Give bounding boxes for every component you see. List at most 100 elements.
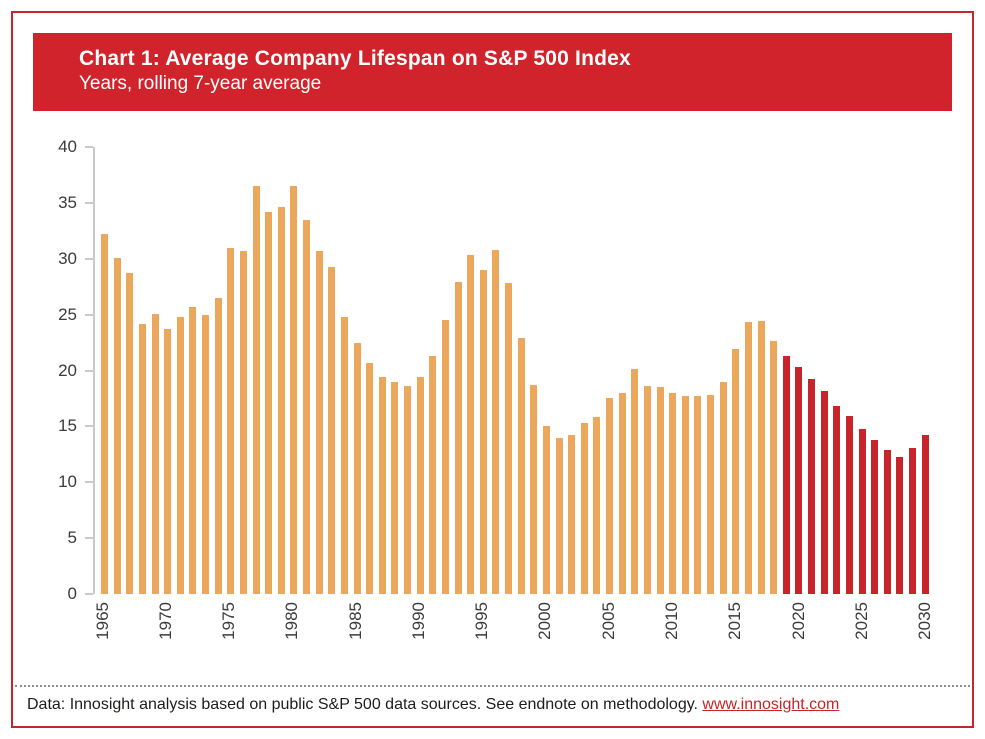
x-slot-1971 [175,598,182,674]
x-slot-2000: 2000 [535,598,554,674]
x-slot-1965: 1965 [93,598,112,674]
y-tick-label-0: 0 [67,584,77,603]
x-slot-1985: 1985 [346,598,365,674]
bar-2028 [896,456,904,594]
x-slot-2010: 2010 [662,598,681,674]
bar-2024 [845,416,853,594]
bar-2000 [542,426,550,594]
bar-2021 [808,379,815,594]
x-tick-label-1995: 1995 [472,602,492,640]
y-tick-label-40: 40 [58,137,77,156]
x-axis: 1965 1970 1975 1980 1985 1990 1995 2000 2005 2010… [93,598,935,674]
x-slot-2005: 2005 [599,598,618,674]
x-slot-2015: 2015 [725,598,744,674]
bar-2016 [744,322,752,594]
y-tick-mark [85,593,93,595]
bar-2004 [593,417,601,594]
bar-1966 [113,257,121,594]
x-tick-label-1965: 1965 [92,602,112,640]
bar-2029 [909,447,916,594]
x-tick-label-2015: 2015 [725,602,745,640]
bar-1980 [290,186,298,594]
page-border-frame: Chart 1: Average Company Lifespan on S&P… [11,11,974,728]
x-tick-label-1970: 1970 [155,602,175,640]
x-slot-1970: 1970 [156,598,175,674]
innosight-link[interactable]: www.innosight.com [702,696,840,713]
bar-2015 [732,349,740,594]
bar-2006 [618,392,626,594]
x-slot-1982 [314,598,321,674]
x-slot-2026 [871,598,878,674]
x-slot-1980: 1980 [282,598,301,674]
x-slot-1973 [200,598,207,674]
y-axis: 0 5 10 15 20 25 30 35 40 [35,137,93,603]
x-slot-2011 [681,598,688,674]
x-slot-2025: 2025 [852,598,871,674]
plot-column: 1965 1970 1975 1980 1985 1990 1995 2000 2005 2010… [93,147,935,674]
bar-2012 [694,396,702,594]
x-slot-1995: 1995 [472,598,491,674]
bar-2005 [606,398,613,594]
bar-1972 [189,306,197,594]
bar-1977 [252,186,260,594]
x-slot-1993 [453,598,460,674]
x-slot-1983 [327,598,334,674]
x-slot-2017 [757,598,764,674]
x-slot-2012 [694,598,701,674]
x-slot-2022 [820,598,827,674]
bar-1981 [303,219,310,594]
x-slot-2013 [707,598,714,674]
y-tick-label-10: 10 [58,472,77,492]
bar-1999 [530,385,538,594]
bar-2010 [669,392,677,594]
bar-1998 [517,338,525,594]
bar-2008 [643,386,651,594]
x-slot-1990: 1990 [409,598,428,674]
x-tick-label-1975: 1975 [219,602,239,640]
bar-2026 [871,439,879,594]
y-tick-mark [85,425,93,428]
y-tick-mark [85,481,93,484]
bar-1988 [391,381,399,594]
bar-2017 [757,321,765,594]
bar-2009 [656,387,664,594]
bar-1997 [505,283,512,594]
y-tick-label-15: 15 [58,416,77,436]
x-slot-1998 [517,598,524,674]
plot-area [93,147,932,594]
bar-2011 [681,396,689,594]
x-tick-label-2025: 2025 [851,602,871,640]
x-slot-1978 [264,598,271,674]
x-slot-2028 [896,598,903,674]
bar-1989 [404,386,411,594]
footer: Data: Innosight analysis based on public… [15,685,970,726]
x-slot-1966 [112,598,119,674]
bar-2030 [921,435,929,594]
x-slot-2003 [580,598,587,674]
bar-2019 [782,355,790,594]
x-slot-2027 [884,598,891,674]
x-tick-label-2005: 2005 [598,602,618,640]
chart-header-band: Chart 1: Average Company Lifespan on S&P… [33,33,952,111]
bar-2013 [707,395,714,594]
x-tick-label-2020: 2020 [788,602,808,640]
x-slot-2002 [567,598,574,674]
bar-1965 [101,234,108,594]
y-tick-mark [85,313,93,316]
x-slot-1967 [124,598,131,674]
bar-1993 [454,282,462,594]
x-slot-2020: 2020 [789,598,808,674]
bar-1986 [366,362,374,594]
y-tick-mark [85,369,93,372]
bar-2025 [858,428,866,594]
bar-2020 [795,367,803,594]
x-tick-label-2030: 2030 [915,602,935,640]
y-tick-label-25: 25 [58,304,77,324]
x-slot-1972 [188,598,195,674]
bar-1967 [126,273,134,594]
bar-1974 [214,297,222,594]
bar-1996 [492,249,500,594]
x-slot-2030: 2030 [915,598,934,674]
bar-2003 [580,423,588,594]
